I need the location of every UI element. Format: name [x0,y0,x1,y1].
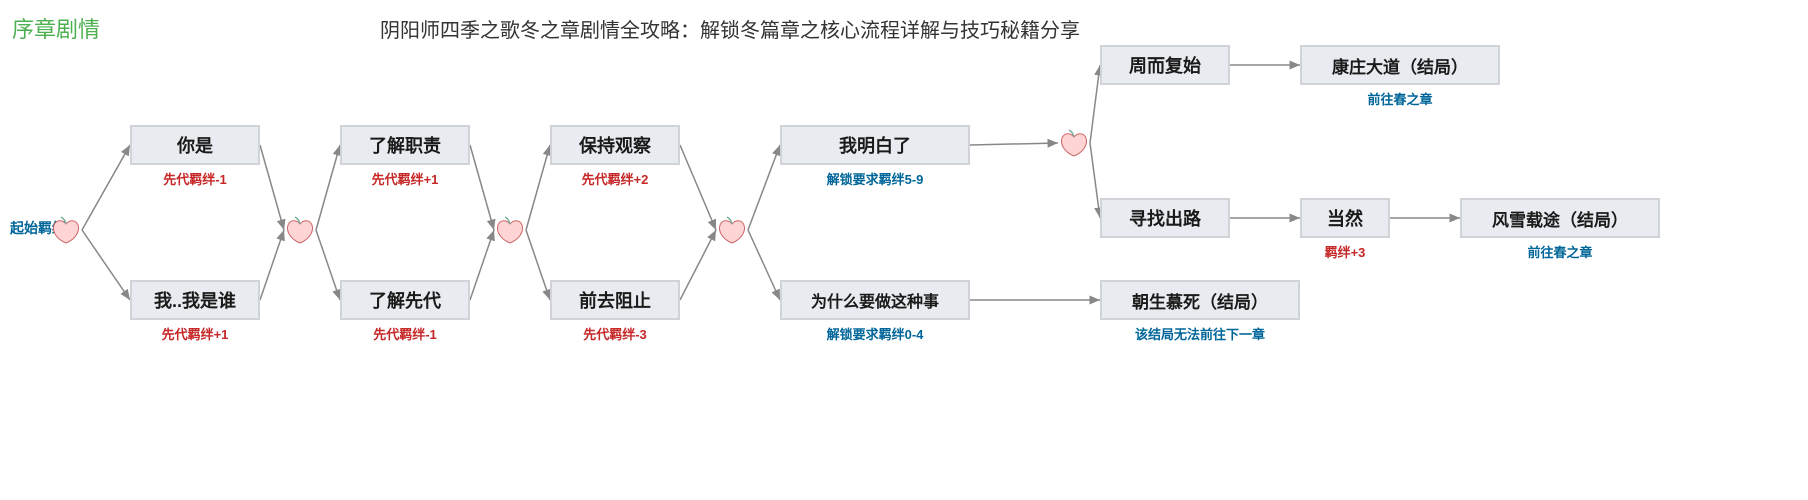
choice-label: 我明白了 [839,132,911,158]
section-label: 序章剧情 [12,12,100,44]
choice-node-n3b: 前去阻止 [550,280,680,320]
choice-node-n6b: 当然 [1300,198,1390,238]
choice-sub-n4a: 解锁要求羁绊5-9 [780,169,970,188]
choice-node-n7: 风雪载途（结局） [1460,198,1660,238]
branch-node-peach1 [284,215,316,245]
choice-sub-n4b: 解锁要求羁绊0-4 [780,324,970,343]
page-title: 阴阳师四季之歌冬之章剧情全攻略：解锁冬篇章之核心流程详解与技巧秘籍分享 [380,14,1080,43]
choice-label: 了解职责 [369,132,441,158]
choice-node-n4a: 我明白了 [780,125,970,165]
choice-sub-n6a: 前往春之章 [1300,89,1500,108]
choice-sub-n3a: 先代羁绊+2 [550,169,680,188]
choice-node-n3a: 保持观察 [550,125,680,165]
choice-sub-n2a: 先代羁绊+1 [340,169,470,188]
choice-label: 了解先代 [369,287,441,313]
choice-label: 保持观察 [579,132,651,158]
choice-sub-n5c: 该结局无法前往下一章 [1100,324,1300,343]
choice-node-n5c: 朝生慕死（结局） [1100,280,1300,320]
branch-node-peach_start [50,215,82,245]
choice-sub-n7: 前往春之章 [1460,242,1660,261]
branch-node-peach4 [1058,128,1090,158]
choice-node-n1a: 你是 [130,125,260,165]
choice-label: 周而复始 [1129,52,1201,78]
choice-label: 朝生慕死（结局） [1132,288,1268,313]
choice-sub-n2b: 先代羁绊-1 [340,324,470,343]
choice-sub-n1b: 先代羁绊+1 [130,324,260,343]
choice-label: 风雪载途（结局） [1492,206,1628,231]
choice-label: 康庄大道（结局） [1332,53,1468,78]
choice-label: 为什么要做这种事 [811,288,939,312]
choice-label: 你是 [177,132,213,158]
choice-node-n6a: 康庄大道（结局） [1300,45,1500,85]
choice-node-n2b: 了解先代 [340,280,470,320]
choice-label: 我..我是谁 [154,287,236,313]
choice-node-n4b: 为什么要做这种事 [780,280,970,320]
choice-label: 当然 [1327,205,1363,231]
branch-node-peach3 [716,215,748,245]
choice-sub-n1a: 先代羁绊-1 [130,169,260,188]
choice-node-n5b: 寻找出路 [1100,198,1230,238]
choice-node-n2a: 了解职责 [340,125,470,165]
choice-sub-n3b: 先代羁绊-3 [550,324,680,343]
choice-node-n1b: 我..我是谁 [130,280,260,320]
choice-label: 寻找出路 [1129,205,1201,231]
branch-node-peach2 [494,215,526,245]
choice-label: 前去阻止 [579,287,651,313]
choice-sub-n6b: 羁绊+3 [1300,242,1390,261]
choice-node-n5a: 周而复始 [1100,45,1230,85]
